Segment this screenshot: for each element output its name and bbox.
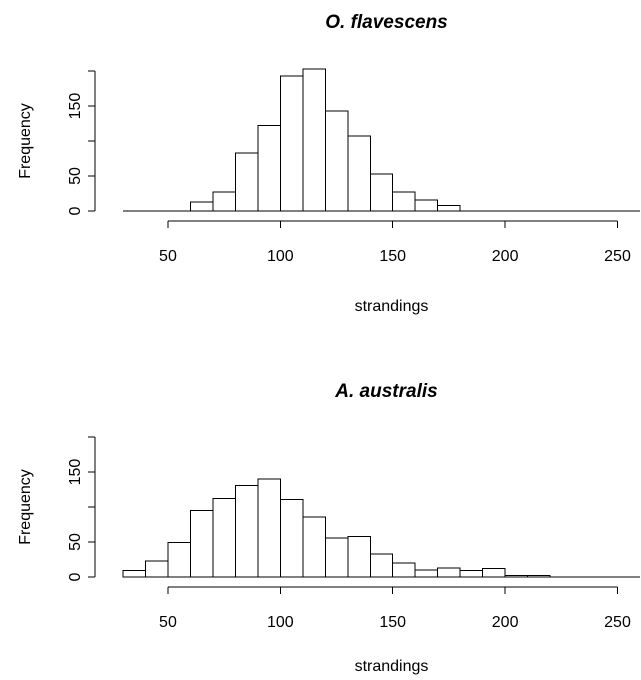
histogram-bar	[369, 553, 394, 578]
histogram-bar	[347, 535, 371, 578]
x-axis-label: strandings	[355, 658, 429, 675]
x-axis: 50 100 150 200 250	[159, 586, 631, 631]
x-tick-label: 100	[267, 614, 294, 631]
x-tick-label: 100	[267, 248, 294, 265]
x-tick-label: 250	[604, 248, 631, 265]
histogram-bar	[414, 569, 439, 578]
histogram-bar	[302, 68, 326, 212]
y-axis: 0 50 150	[67, 70, 96, 215]
histogram-bar	[279, 498, 304, 578]
histogram-panel-a-australis: A. australis strandings Frequency 50 100 1…	[17, 381, 640, 675]
histogram-bar	[369, 173, 394, 212]
histogram-bar	[347, 135, 371, 212]
histogram-bar	[257, 125, 281, 212]
histogram-bar	[234, 484, 259, 578]
histogram-bar	[482, 568, 506, 578]
histogram-bar	[234, 152, 259, 212]
x-axis-label: strandings	[355, 298, 429, 315]
x-tick-label: 150	[379, 614, 406, 631]
y-axis: 0 50 150	[67, 436, 96, 581]
y-tick-label: 50	[67, 167, 84, 185]
x-tick-label: 250	[604, 614, 631, 631]
histogram-bar	[189, 510, 214, 578]
histogram-bar	[279, 75, 304, 212]
x-axis: 50 100 150 200 250	[159, 220, 631, 265]
histogram-bar	[212, 498, 236, 578]
histogram-bar	[504, 575, 529, 578]
x-tick-label: 50	[159, 248, 177, 265]
histogram-bar	[212, 191, 236, 212]
plot-title: O. flavescens	[325, 12, 448, 33]
y-tick-label: 150	[67, 459, 84, 486]
histogram-bar	[459, 570, 484, 578]
histogram-bar	[189, 201, 214, 212]
x-tick-label: 50	[159, 614, 177, 631]
y-tick-label: 0	[67, 206, 84, 215]
histogram-bar	[437, 204, 461, 212]
histogram-bar	[302, 516, 326, 578]
y-axis-label: Frequency	[17, 469, 34, 545]
histogram-bar	[257, 478, 281, 578]
histogram-bar	[122, 570, 146, 578]
y-tick-label: 0	[67, 572, 84, 581]
histogram-bar	[414, 199, 439, 212]
histogram-panel-o-flavescens: O. flavescens strandings Frequency 50 100…	[17, 12, 640, 315]
histogram-bar	[437, 567, 461, 578]
plot-title: A. australis	[334, 381, 437, 402]
histogram-bar	[392, 191, 416, 212]
histogram-bar	[324, 537, 349, 578]
histogram-bar	[144, 560, 169, 578]
histogram-bars	[122, 478, 640, 578]
y-tick-label: 50	[67, 533, 84, 551]
histogram-bar	[392, 562, 416, 578]
histogram-bar	[527, 575, 551, 578]
histogram-bar	[167, 542, 191, 578]
x-tick-label: 200	[492, 248, 519, 265]
y-tick-label: 150	[67, 93, 84, 120]
y-axis-label: Frequency	[17, 103, 34, 179]
histogram-bar	[324, 110, 349, 212]
x-tick-label: 200	[492, 614, 519, 631]
x-tick-label: 150	[379, 248, 406, 265]
histogram-bars	[123, 68, 640, 212]
